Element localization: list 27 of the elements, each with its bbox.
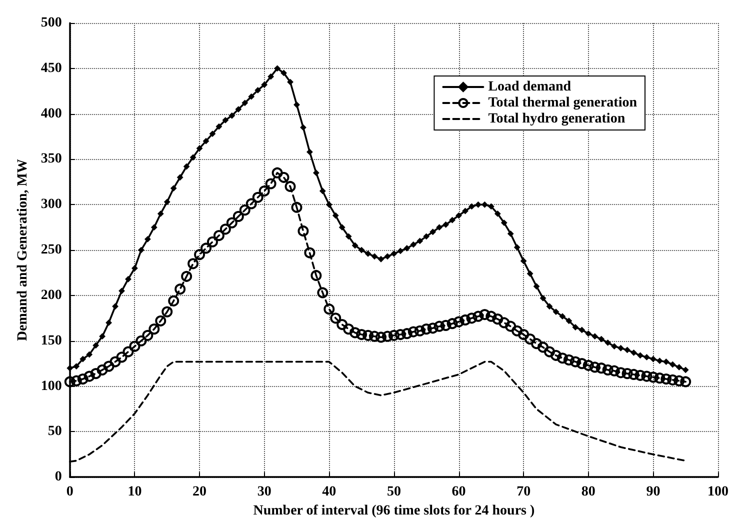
x-tick-label: 80 [581, 484, 596, 500]
x-tick-label: 20 [192, 484, 207, 500]
y-tick-label: 500 [40, 16, 62, 30]
x-tick-label: 100 [708, 484, 728, 500]
y-tick-label: 300 [40, 197, 62, 212]
x-tick-label: 70 [516, 484, 531, 500]
y-tick-label: 250 [40, 242, 62, 258]
x-tick-label: 40 [322, 484, 336, 500]
x-tick-label: 10 [128, 484, 142, 500]
y-tick-label: 400 [40, 106, 62, 122]
x-tick-label: 30 [257, 484, 272, 500]
y-tick-label: 50 [48, 424, 62, 440]
x-tick-label: 50 [386, 484, 401, 500]
y-tick-label: 0 [54, 470, 62, 485]
y-tick-label: 150 [40, 333, 62, 348]
legend-label: Load demand [488, 80, 572, 94]
y-tick-label: 350 [40, 152, 62, 167]
y-tick-label: 200 [40, 288, 62, 303]
x-tick-label: 90 [646, 484, 660, 500]
y-tick-label: 450 [40, 60, 62, 76]
x-tick-label: 60 [452, 484, 466, 500]
legend-label: Total hydro generation [488, 112, 626, 126]
y-axis-title: Demand and Generation, MW [16, 159, 30, 342]
x-tick-label: 0 [66, 484, 74, 500]
y-tick-label: 100 [40, 378, 62, 394]
legend-label: Total thermal generation [488, 96, 638, 110]
x-axis-title: Number of interval (96 time slots for 24 hours ) [253, 504, 535, 518]
